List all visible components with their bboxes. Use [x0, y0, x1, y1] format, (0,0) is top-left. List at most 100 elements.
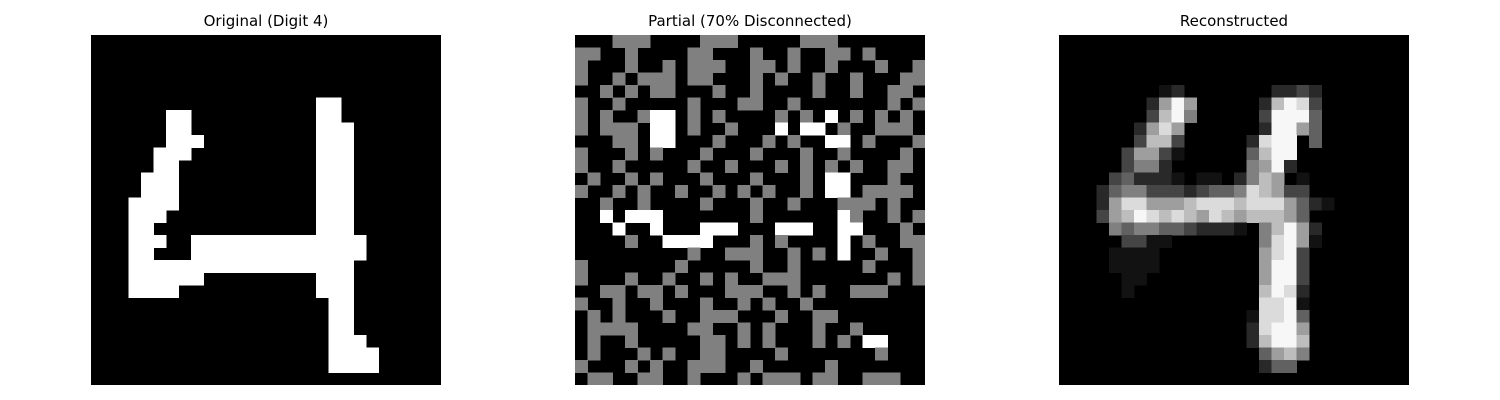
heatmap-cell — [587, 347, 601, 361]
heatmap-cell — [316, 247, 330, 261]
panel-original: Original (Digit 4) — [91, 0, 441, 400]
heatmap-cell — [862, 197, 876, 211]
heatmap-cell — [575, 97, 589, 111]
heatmap-cell — [612, 72, 626, 86]
heatmap-cell — [128, 247, 142, 261]
heatmap-cell — [166, 135, 180, 149]
heatmap-cell — [862, 260, 876, 274]
heatmap-cell — [1159, 185, 1173, 199]
heatmap-cell — [900, 185, 914, 199]
heatmap-cell — [278, 260, 292, 274]
heatmap-cell — [1109, 260, 1123, 274]
heatmap-cell — [787, 197, 801, 211]
heatmap-cell — [1271, 135, 1285, 149]
heatmap-cell — [712, 35, 726, 49]
heatmap-cell — [687, 60, 701, 74]
heatmap-cell — [775, 160, 789, 174]
heatmap-cell — [912, 97, 925, 111]
heatmap-cell — [1271, 97, 1285, 111]
heatmap-cell — [625, 122, 639, 136]
heatmap-reconstructed — [1059, 35, 1409, 385]
heatmap-cell — [1146, 260, 1160, 274]
heatmap-cell — [1159, 122, 1173, 136]
heatmap-cell — [912, 72, 925, 86]
heatmap-cell — [787, 260, 801, 274]
heatmap-cell — [1284, 347, 1298, 361]
heatmap-cell — [253, 260, 267, 274]
heatmap-cell — [787, 47, 801, 61]
heatmap-cell — [1234, 222, 1248, 236]
heatmap-cell — [1271, 122, 1285, 136]
heatmap-cell — [637, 372, 651, 385]
heatmap-cell — [1109, 210, 1123, 224]
heatmap-cell — [800, 185, 814, 199]
heatmap-cell — [341, 147, 355, 161]
heatmap-cell — [1309, 97, 1323, 111]
heatmap-cell — [341, 335, 355, 349]
heatmap-cell — [837, 210, 851, 224]
heatmap-cell — [700, 272, 714, 286]
heatmap-cell — [1246, 210, 1260, 224]
heatmap-cell — [775, 122, 789, 136]
heatmap-cell — [912, 260, 925, 274]
heatmap-cell — [328, 172, 342, 186]
heatmap-cell — [141, 172, 155, 186]
heatmap-cell — [825, 135, 839, 149]
heatmap-cell — [600, 285, 614, 299]
heatmap-cell — [203, 235, 217, 249]
heatmap-cell — [1284, 310, 1298, 324]
heatmap-cell — [875, 347, 889, 361]
heatmap-cell — [612, 35, 626, 49]
heatmap-cell — [737, 335, 751, 349]
heatmap-cell — [737, 97, 751, 111]
heatmap-cell — [812, 35, 826, 49]
heatmap-cell — [341, 222, 355, 236]
heatmap-cell — [253, 235, 267, 249]
heatmap-cell — [1259, 210, 1273, 224]
heatmap-cell — [712, 135, 726, 149]
heatmap-cell — [1284, 360, 1298, 374]
heatmap-cell — [662, 110, 676, 124]
heatmap-cell — [291, 247, 305, 261]
heatmap-cell — [900, 85, 914, 99]
heatmap-cell — [153, 260, 167, 274]
heatmap-cell — [341, 160, 355, 174]
heatmap-cell — [750, 60, 764, 74]
heatmap-cell — [650, 222, 664, 236]
heatmap-cell — [1171, 185, 1185, 199]
heatmap-cell — [328, 147, 342, 161]
heatmap-cell — [316, 172, 330, 186]
heatmap-cell — [625, 272, 639, 286]
heatmap-cell — [825, 47, 839, 61]
heatmap-cell — [1271, 360, 1285, 374]
heatmap-cell — [787, 272, 801, 286]
heatmap-cell — [328, 222, 342, 236]
heatmap-cell — [687, 360, 701, 374]
heatmap-cell — [762, 60, 776, 74]
heatmap-cell — [862, 135, 876, 149]
heatmap-cell — [1234, 210, 1248, 224]
heatmap-cell — [612, 322, 626, 336]
heatmap-cell — [1134, 197, 1148, 211]
heatmap-cell — [1259, 235, 1273, 249]
heatmap-cell — [366, 347, 380, 361]
heatmap-cell — [712, 335, 726, 349]
heatmap-cell — [353, 347, 367, 361]
heatmap-cell — [750, 72, 764, 86]
heatmap-cell — [737, 297, 751, 311]
heatmap-cell — [650, 360, 664, 374]
heatmap-cell — [1146, 110, 1160, 124]
heatmap-cell — [328, 285, 342, 299]
heatmap-cell — [1159, 135, 1173, 149]
heatmap-cell — [216, 235, 230, 249]
heatmap-cell — [1296, 347, 1310, 361]
heatmap-cell — [1296, 272, 1310, 286]
heatmap-cell — [1171, 110, 1185, 124]
heatmap-cell — [353, 335, 367, 349]
heatmap-cell — [625, 85, 639, 99]
heatmap-cell — [128, 260, 142, 274]
heatmap-cell — [687, 247, 701, 261]
heatmap-cell — [900, 122, 914, 136]
heatmap-cell — [1171, 172, 1185, 186]
heatmap-cell — [141, 272, 155, 286]
